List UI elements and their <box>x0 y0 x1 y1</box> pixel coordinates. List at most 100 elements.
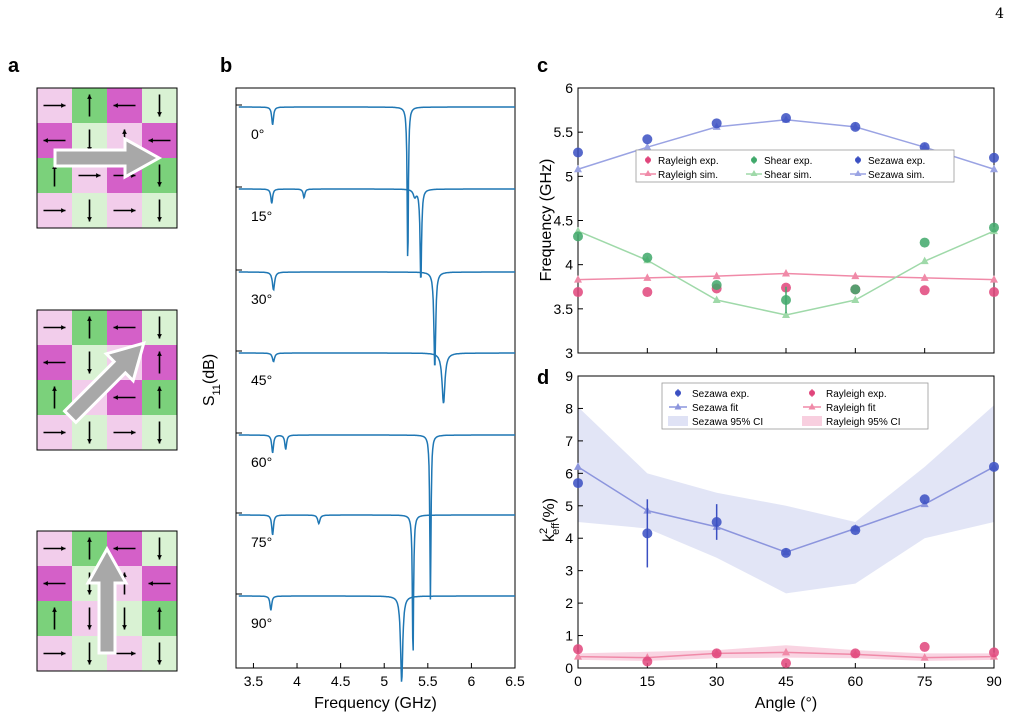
arrow-head <box>157 351 162 356</box>
propagation-arrow-shape <box>53 136 163 180</box>
exp-point-shear <box>781 295 791 305</box>
x-tick-label: 4 <box>293 673 301 689</box>
exp-point-sezawa <box>642 528 653 539</box>
exp-point-rayleigh <box>642 656 653 667</box>
y-axis-label: S11(dB) <box>201 354 223 406</box>
x-tick-label: 5.5 <box>418 673 438 689</box>
y-axis-label: k2eff(%) <box>538 498 562 542</box>
exp-point-rayleigh <box>919 641 930 652</box>
y-tick-label: 8 <box>565 400 573 416</box>
legend-label: Rayleigh exp. <box>658 156 719 167</box>
exp-point-shear <box>850 284 861 295</box>
arrow-head <box>157 386 162 391</box>
x-tick-label: 15 <box>640 673 656 689</box>
exp-point-rayleigh <box>989 647 999 658</box>
sim-point <box>574 164 582 173</box>
arrow-head <box>122 129 127 134</box>
sim-point <box>851 271 860 280</box>
arrow-head <box>52 386 57 391</box>
exp-point-sezawa <box>989 461 999 472</box>
x-tick-label: 60 <box>848 673 864 689</box>
legend-marker <box>644 170 652 176</box>
exp-point-rayleigh <box>711 648 722 659</box>
spectrum-line-0 <box>238 106 515 257</box>
arrow-head <box>148 581 153 586</box>
angle-label: 75° <box>251 534 272 550</box>
exp-point-rayleigh <box>781 658 791 669</box>
arrow-head <box>157 182 162 187</box>
arrow-head <box>87 94 92 99</box>
spectrum-line-4 <box>238 434 515 600</box>
exp-point-rayleigh <box>573 644 583 655</box>
page-number: 4 <box>995 6 1004 22</box>
y-tick-label: 3.5 <box>554 301 574 317</box>
grid-border <box>36 87 178 229</box>
sim-point <box>990 164 998 173</box>
y-tick-label: 5.5 <box>554 124 574 140</box>
fit-point <box>782 647 790 656</box>
sim-point <box>851 295 860 303</box>
x-tick-label: 75 <box>917 673 933 689</box>
arrow-head <box>157 607 162 612</box>
sim-point <box>712 295 721 303</box>
sim-point <box>920 273 929 281</box>
legend-label: Shear exp. <box>764 156 812 167</box>
sim-point <box>782 269 790 277</box>
arrow-head <box>43 360 48 365</box>
legend-label: Sezawa fit <box>692 403 738 414</box>
y-tick-label: 5 <box>565 498 573 514</box>
legend-label: Sezawa sim. <box>868 170 925 181</box>
y-axis-label: Frequency (GHz) <box>538 159 555 282</box>
legend-marker <box>750 170 758 176</box>
arrow-head <box>87 316 92 321</box>
sim-point <box>782 310 790 319</box>
y-tick-label: 9 <box>565 368 573 384</box>
angle-label: 30° <box>251 291 272 307</box>
arrow-head <box>87 590 92 595</box>
ci-band-sezawa <box>578 405 994 594</box>
exp-point-sezawa <box>989 152 999 163</box>
exp-point-sezawa <box>711 517 722 527</box>
arrow-head <box>148 138 153 143</box>
y-tick-label: 1 <box>565 628 573 644</box>
arrow-head <box>61 430 66 435</box>
panel-label-a: a <box>8 55 20 77</box>
arrow-head <box>113 395 118 400</box>
x-tick-label: 45 <box>778 673 794 689</box>
arrow-head <box>131 651 136 656</box>
spectrum-line-2 <box>238 271 515 366</box>
exp-point-sezawa <box>642 134 653 145</box>
arrow-head <box>61 103 66 108</box>
exp-point-sezawa <box>850 525 861 536</box>
spectrum-line-6 <box>238 595 515 682</box>
x-tick-label: 6 <box>468 673 476 689</box>
y-tick-label: 4 <box>565 257 573 273</box>
legend-label: Sezawa exp. <box>868 156 925 167</box>
exp-point-sezawa <box>781 113 791 124</box>
legend-marker <box>674 403 682 410</box>
x-tick-label: 3.5 <box>244 673 264 689</box>
legend-label: Rayleigh sim. <box>658 170 718 181</box>
sim-point <box>574 275 582 283</box>
arrow-head <box>157 555 162 560</box>
y-tick-label: 4.5 <box>554 213 574 229</box>
arrow-head <box>87 660 92 665</box>
legend-swatch <box>668 416 688 426</box>
x-axis-label: Angle (°) <box>755 695 817 712</box>
spectrum-line-1 <box>238 188 515 278</box>
arrow-head <box>157 660 162 665</box>
exp-point-rayleigh <box>642 287 653 298</box>
exp-point-sezawa <box>781 547 791 558</box>
spectrum-line-3 <box>238 352 515 404</box>
legend-c <box>635 149 955 183</box>
arrow-head <box>157 334 162 339</box>
arrow-head <box>61 325 66 330</box>
x-tick-label: 90 <box>986 673 1002 689</box>
exp-point-shear <box>642 252 653 263</box>
legend-label: Shear sim. <box>764 170 812 181</box>
legend-d <box>661 382 929 430</box>
legend-label: Rayleigh fit <box>826 403 876 414</box>
arrow-head <box>131 208 136 213</box>
legend-label: Sezawa exp. <box>692 389 749 400</box>
sim-point <box>920 256 929 265</box>
